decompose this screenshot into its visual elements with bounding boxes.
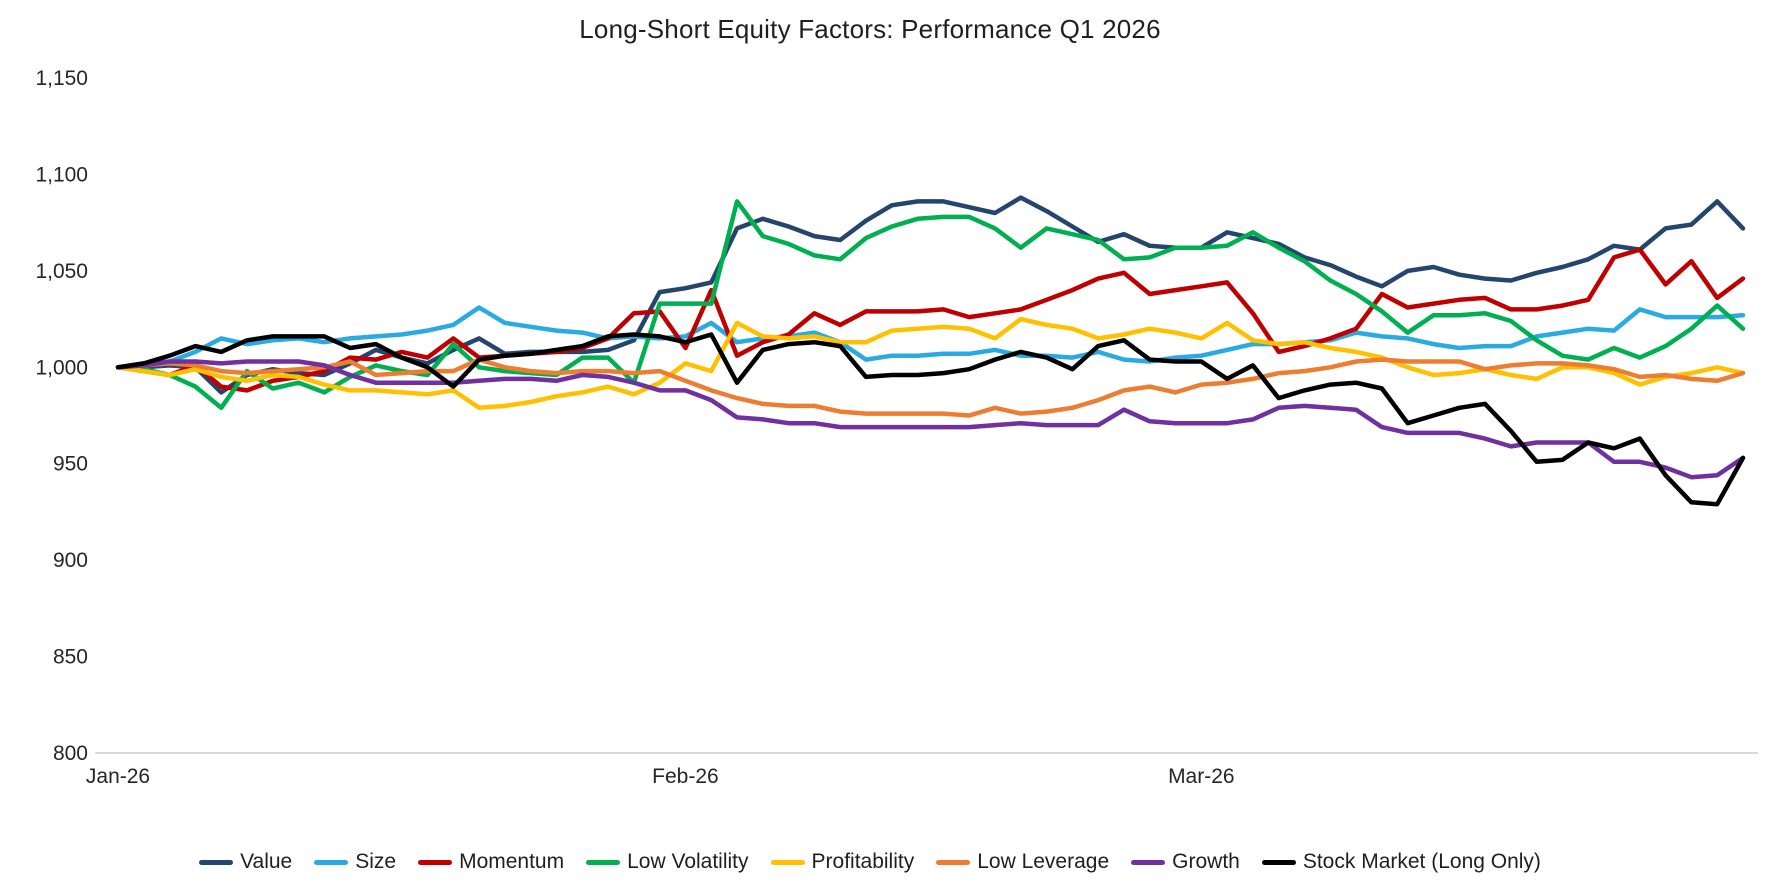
legend-label-stock-market-long-only: Stock Market (Long Only) bbox=[1302, 850, 1541, 873]
legend-label-size: Size bbox=[355, 850, 397, 873]
legend-item-stock-market-long-only: Stock Market (Long Only) bbox=[1261, 850, 1541, 874]
y-axis-tick-label: 1,150 bbox=[35, 67, 88, 90]
x-axis-tick-label: Mar-26 bbox=[1168, 765, 1235, 788]
y-axis-tick-label: 900 bbox=[53, 549, 88, 572]
legend-label-low-leverage: Low Leverage bbox=[977, 850, 1110, 873]
legend-item-growth: Growth bbox=[1131, 850, 1240, 874]
series-line-value bbox=[115, 195, 1746, 395]
legend-label-momentum: Momentum bbox=[459, 850, 565, 873]
legend-swatch-low-leverage bbox=[936, 859, 971, 865]
series-line-low-volatility bbox=[115, 199, 1746, 411]
y-axis-tick-label: 1,050 bbox=[35, 260, 88, 283]
series-line-stock-market-long-only bbox=[115, 332, 1746, 507]
y-axis-tick-label: 1,000 bbox=[35, 356, 88, 379]
legend-item-value: Value bbox=[199, 850, 292, 874]
series-line-growth bbox=[115, 359, 1746, 480]
legend-swatch-low-volatility bbox=[586, 859, 621, 865]
legend-item-momentum: Momentum bbox=[418, 850, 564, 874]
legend-item-size: Size bbox=[314, 850, 396, 874]
legend-swatch-momentum bbox=[418, 859, 453, 865]
legend-label-low-volatility: Low Volatility bbox=[627, 850, 749, 873]
y-axis-tick-label: 950 bbox=[53, 453, 88, 476]
legend-swatch-value bbox=[199, 859, 234, 865]
legend-swatch-profitability bbox=[770, 859, 805, 865]
chart-legend: Value Size Momentum Low Volatility Profitabi… bbox=[0, 850, 1740, 874]
series-line-low-leverage bbox=[115, 357, 1746, 418]
y-axis-tick-label: 800 bbox=[53, 742, 88, 765]
legend-swatch-stock-market-long-only bbox=[1261, 859, 1296, 865]
legend-item-low-volatility: Low Volatility bbox=[586, 850, 749, 874]
series-line-size bbox=[115, 305, 1746, 370]
legend-swatch-growth bbox=[1131, 859, 1166, 865]
y-axis-tick-label: 850 bbox=[53, 646, 88, 669]
legend-item-low-leverage: Low Leverage bbox=[936, 850, 1109, 874]
legend-swatch-size bbox=[314, 859, 349, 865]
chart-title: Long-Short Equity Factors: Performance Q… bbox=[579, 14, 1161, 44]
series-line-momentum bbox=[115, 247, 1746, 393]
x-axis-tick-label: Jan-26 bbox=[86, 765, 150, 788]
legend-label-growth: Growth bbox=[1172, 850, 1240, 873]
x-axis-tick-label: Feb-26 bbox=[652, 765, 719, 788]
series-line-profitability bbox=[115, 316, 1746, 411]
y-axis-tick-label: 1,100 bbox=[35, 163, 88, 186]
legend-label-profitability: Profitability bbox=[811, 850, 915, 873]
legend-item-profitability: Profitability bbox=[770, 850, 915, 874]
legend-label-value: Value bbox=[240, 850, 293, 873]
